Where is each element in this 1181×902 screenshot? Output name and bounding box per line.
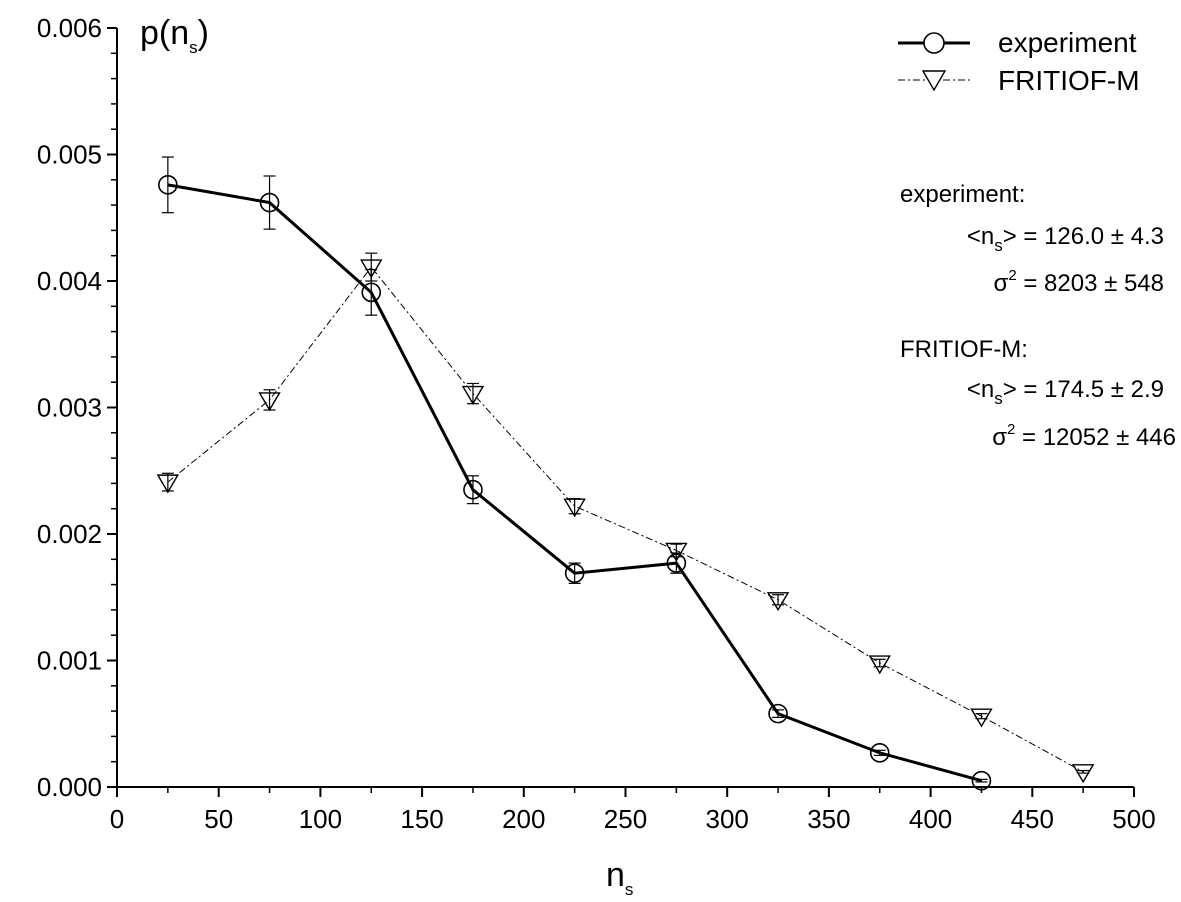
- data-point-experiment: [158, 175, 178, 195]
- data-point-fritiof: [360, 259, 383, 279]
- data-point-fritiof: [461, 385, 485, 405]
- error-bar: [1077, 769, 1090, 774]
- y-tick-label: 0.001: [37, 646, 102, 676]
- data-point-fritiof: [563, 498, 586, 518]
- data-point-fritiof: [970, 708, 993, 728]
- legend-entry-experiment: experiment: [898, 27, 1137, 58]
- legend-entry-fritiof: FRITIOF-M: [898, 65, 1140, 96]
- data-point-experiment: [971, 770, 992, 791]
- stats-experiment-mean: <ns> = 126.0 ± 4.3: [967, 223, 1164, 255]
- series-experiment: [158, 156, 992, 791]
- error-bar: [772, 594, 785, 606]
- x-tick-label: 500: [1112, 804, 1155, 834]
- ticks: 0 50 100 150 200 250 300 350 400 450 500 0.000 0.001…: [37, 13, 1156, 834]
- stats-annotation: experiment: <ns> = 126.0 ± 4.3 σ2 = 8203…: [900, 181, 1176, 451]
- data-point-fritiof: [868, 655, 891, 675]
- x-tick-label: 150: [400, 804, 443, 834]
- data-point-experiment: [564, 563, 585, 584]
- legend-marker-experiment: [923, 32, 945, 54]
- legend-label-experiment: experiment: [998, 27, 1137, 58]
- stats-fritiof-header: FRITIOF-M:: [900, 336, 1028, 363]
- data-point-experiment: [666, 553, 687, 573]
- y-axis-title: p(ns): [140, 14, 209, 57]
- data-point-experiment: [361, 282, 382, 303]
- error-bar: [161, 156, 174, 214]
- series-layer: [156, 156, 1095, 791]
- error-bar: [263, 175, 276, 230]
- data-point-fritiof: [258, 392, 281, 412]
- data-point-fritiof: [665, 542, 688, 562]
- stats-fritiof-mean: <ns> = 174.5 ± 2.9: [967, 376, 1164, 408]
- data-point-experiment: [768, 703, 788, 724]
- data-point-experiment: [259, 192, 280, 213]
- data-point-fritiof: [766, 592, 790, 612]
- series-line: [167, 266, 1084, 773]
- legend-label-fritiof: FRITIOF-M: [998, 65, 1140, 96]
- y-tick-label: 0.004: [37, 266, 102, 296]
- y-tick-label: 0.006: [37, 13, 102, 43]
- series-fritiof: [156, 252, 1095, 784]
- stats-experiment-variance: σ2 = 8203 ± 548: [994, 267, 1164, 297]
- x-tick-label: 400: [909, 804, 952, 834]
- x-tick-label: 450: [1011, 804, 1054, 834]
- x-tick-label: 100: [299, 804, 342, 834]
- error-bar: [670, 552, 683, 574]
- y-tick-label: 0.003: [37, 393, 102, 423]
- y-tick-label: 0.000: [37, 772, 102, 802]
- x-tick-label: 0: [110, 804, 124, 834]
- x-tick-label: 250: [604, 804, 647, 834]
- stats-experiment-header: experiment:: [900, 181, 1025, 208]
- series-line: [167, 183, 982, 783]
- y-tick-label: 0.005: [37, 140, 102, 170]
- error-bar: [365, 269, 378, 316]
- data-point-fritiof: [156, 474, 180, 494]
- error-bar: [772, 709, 785, 719]
- x-tick-label: 350: [807, 804, 850, 834]
- data-point-experiment: [463, 479, 483, 500]
- x-tick-label: 50: [204, 804, 233, 834]
- error-bar: [161, 472, 174, 492]
- stats-fritiof-variance: σ2 = 12052 ± 446: [992, 421, 1176, 451]
- error-bar: [975, 778, 988, 783]
- x-tick-label: 200: [502, 804, 545, 834]
- legend: experiment FRITIOF-M: [898, 27, 1140, 96]
- error-bar: [873, 749, 886, 756]
- x-axis-title: ns: [606, 856, 633, 899]
- legend-marker-fritiof: [921, 70, 947, 92]
- error-bar: [568, 562, 581, 584]
- x-tick-label: 300: [706, 804, 749, 834]
- y-tick-label: 0.002: [37, 519, 102, 549]
- data-point-experiment: [869, 743, 890, 763]
- data-point-fritiof: [1071, 764, 1095, 784]
